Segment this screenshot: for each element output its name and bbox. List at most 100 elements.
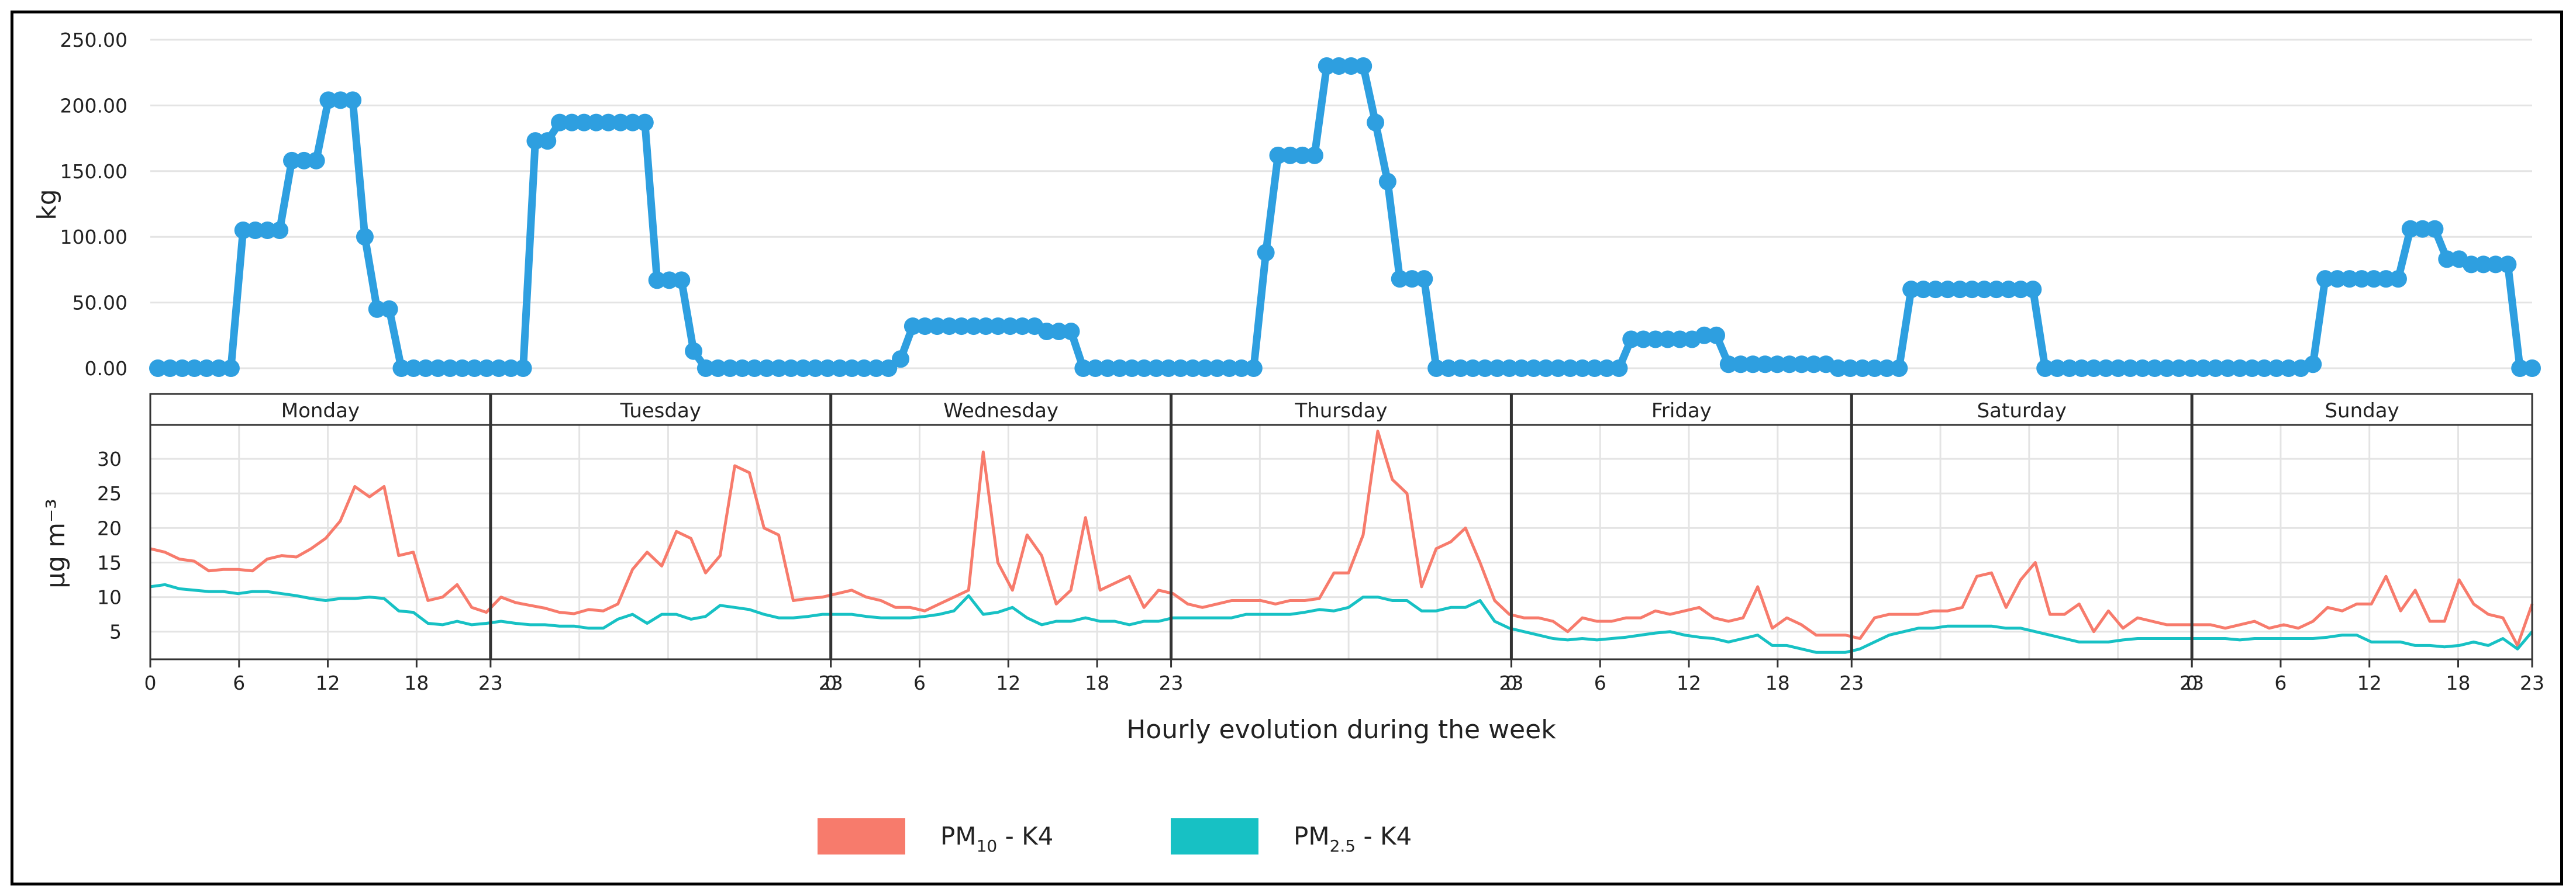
kg-data-point (2413, 220, 2432, 238)
kg-data-point (1257, 244, 1275, 262)
kg-data-point (1634, 330, 1653, 348)
kg-data-point (2340, 270, 2358, 288)
kg-data-point (526, 132, 544, 150)
kg-data-point (234, 221, 252, 239)
day-label: Sunday (2325, 399, 2399, 423)
kg-data-point (648, 271, 666, 289)
kg-data-point (2243, 359, 2261, 377)
kg-data-point (1658, 330, 1677, 348)
kg-data-point (283, 151, 301, 169)
kg-data-point (1269, 146, 1287, 164)
x-tick-label: 18 (1085, 672, 1109, 694)
kg-data-point (892, 350, 910, 368)
kg-data-point (1537, 359, 1555, 377)
kg-data-point (575, 113, 593, 132)
kg-data-point (2511, 359, 2529, 377)
kg-data-point (1305, 146, 1323, 164)
x-tick-label: 12 (996, 672, 1020, 694)
day-strip (149, 393, 2533, 426)
kg-data-point (2389, 270, 2407, 288)
kg-data-point (1037, 323, 1056, 341)
kg-data-point (758, 359, 776, 377)
kg-data-point (953, 317, 971, 335)
kg-data-point (2280, 359, 2298, 377)
kg-data-point (1294, 146, 1312, 164)
kg-data-point (1744, 355, 1762, 373)
kg-data-point (405, 359, 423, 377)
kg-data-point (1512, 359, 1530, 377)
x-tick-label: 23 (1839, 672, 1864, 694)
kg-data-point (819, 359, 837, 377)
kg-data-point (173, 359, 191, 377)
kg-tick-label: 200.00 (60, 94, 127, 117)
legend-label-pm10: PM10 - K4 (940, 822, 1053, 856)
kg-data-point (1914, 281, 1932, 299)
kg-data-point (1549, 359, 1567, 377)
kg-data-point (1208, 359, 1226, 377)
kg-data-point (2170, 359, 2188, 377)
kg-data-point (2499, 255, 2517, 274)
kg-data-point (1415, 270, 1433, 288)
kg-data-point (746, 359, 764, 377)
kg-data-point (599, 113, 618, 132)
kg-data-point (1829, 359, 1847, 377)
kg-data-point (222, 359, 240, 377)
kg-data-point (2194, 359, 2212, 377)
kg-data-point (319, 91, 337, 109)
kg-data-point (1574, 359, 1591, 377)
figure-frame (11, 11, 2563, 885)
kg-data-point (733, 359, 751, 377)
pm-axis-title: µg m⁻³ (41, 499, 71, 589)
kg-data-point (806, 359, 825, 377)
x-tick-label: 18 (1765, 672, 1790, 694)
kg-data-point (332, 91, 350, 109)
kg-data-point (1732, 355, 1750, 373)
kg-data-point (1391, 270, 1409, 288)
kg-data-point (2121, 359, 2139, 377)
kg-tick-label: 150.00 (60, 160, 127, 183)
kg-data-point (696, 359, 715, 377)
kg-data-point (855, 359, 873, 377)
kg-data-point (1926, 281, 1944, 299)
kg-data-point (2219, 359, 2237, 377)
kg-data-point (2206, 359, 2225, 377)
kg-data-point (1902, 281, 1920, 299)
kg-data-point (721, 359, 739, 377)
kg-data-point (2462, 255, 2480, 274)
kg-data-point (1768, 355, 1787, 373)
kg-data-point (2377, 270, 2395, 288)
kg-data-point (2255, 359, 2273, 377)
pm-tick-label: 25 (97, 482, 122, 505)
legend-suffix: - K4 (997, 822, 1053, 850)
kg-data-point (2072, 359, 2091, 377)
kg-data-point (161, 359, 179, 377)
kg-data-point (660, 271, 678, 289)
kg-data-point (1805, 355, 1823, 373)
kg-data-point (782, 359, 800, 377)
kg-data-point (563, 113, 581, 132)
x-tick-label: 0 (825, 672, 837, 694)
kg-data-point (928, 317, 946, 335)
kg-data-point (271, 221, 289, 239)
kg-data-point (1585, 359, 1603, 377)
kg-data-point (2097, 359, 2115, 377)
kg-data-point (1963, 281, 1981, 299)
x-tick-label: 12 (1677, 672, 1701, 694)
kg-data-point (1792, 355, 1811, 373)
kg-data-point (1050, 323, 1068, 341)
kg-data-point (770, 359, 788, 377)
x-tick-label: 23 (2180, 672, 2204, 694)
kg-data-point (1233, 359, 1251, 377)
kg-data-point (2060, 359, 2078, 377)
kg-data-point (1865, 359, 1884, 377)
x-tick-label: 23 (1159, 672, 1184, 694)
kg-tick-label: 50.00 (73, 292, 127, 314)
kg-data-point (2182, 359, 2201, 377)
kg-data-point (587, 113, 605, 132)
kg-tick-label: 100.00 (60, 226, 127, 248)
x-tick-label: 23 (478, 672, 503, 694)
kg-data-point (2438, 250, 2456, 268)
kg-data-point (1123, 359, 1141, 377)
kg-data-point (977, 317, 995, 335)
kg-data-point (2426, 220, 2444, 238)
